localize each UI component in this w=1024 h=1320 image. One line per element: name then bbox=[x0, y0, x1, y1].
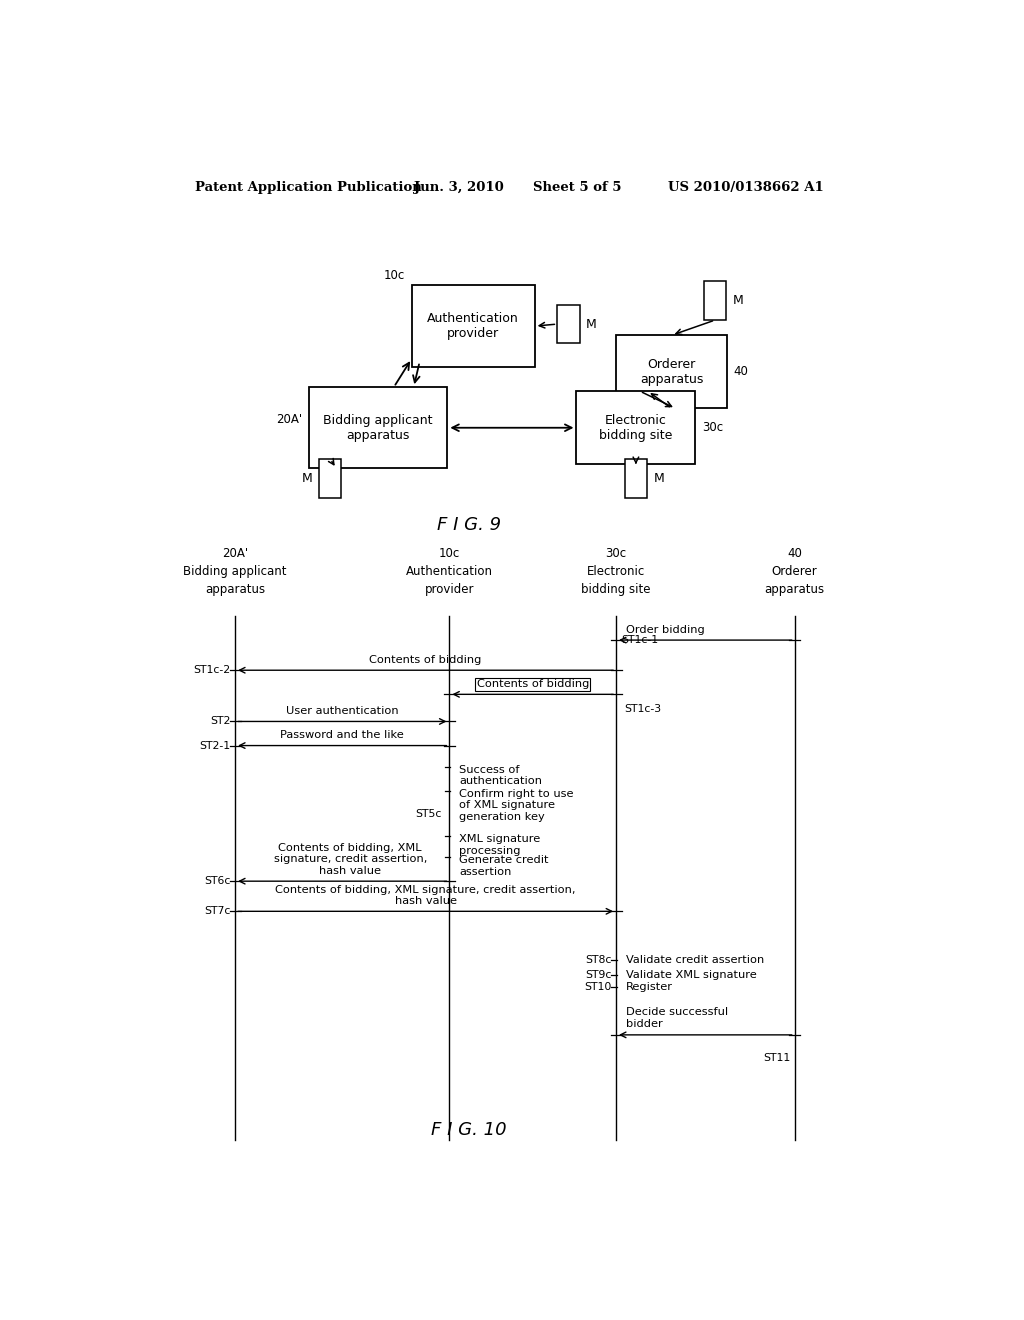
Text: Bidding applicant
apparatus: Bidding applicant apparatus bbox=[324, 413, 433, 442]
Text: Authentication: Authentication bbox=[406, 565, 493, 578]
Text: Validate XML signature: Validate XML signature bbox=[626, 970, 757, 979]
Text: 10c: 10c bbox=[438, 546, 460, 560]
Bar bbox=[557, 305, 580, 343]
Bar bbox=[616, 335, 727, 408]
Text: Decide successful
bidder: Decide successful bidder bbox=[626, 1007, 728, 1028]
Text: Contents of bidding, XML
signature, credit assertion,
hash value: Contents of bidding, XML signature, cred… bbox=[273, 843, 427, 876]
Text: ST1c-2: ST1c-2 bbox=[194, 665, 230, 676]
Text: XML signature
processing: XML signature processing bbox=[459, 834, 541, 855]
Text: 20A': 20A' bbox=[276, 413, 302, 426]
Text: Password and the like: Password and the like bbox=[281, 730, 404, 741]
Text: apparatus: apparatus bbox=[765, 583, 824, 597]
Text: Orderer
apparatus: Orderer apparatus bbox=[640, 358, 703, 385]
Text: 40: 40 bbox=[733, 366, 749, 379]
Text: User authentication: User authentication bbox=[286, 706, 398, 717]
Text: Bidding applicant: Bidding applicant bbox=[183, 565, 287, 578]
Text: Contents of bidding, XML signature, credit assertion,
hash value: Contents of bidding, XML signature, cred… bbox=[275, 884, 575, 907]
Text: 20A': 20A' bbox=[222, 546, 248, 560]
Text: ST10: ST10 bbox=[584, 982, 611, 991]
Text: 30c: 30c bbox=[701, 421, 723, 434]
Text: US 2010/0138662 A1: US 2010/0138662 A1 bbox=[668, 181, 823, 194]
Text: provider: provider bbox=[425, 583, 474, 597]
Text: F I G. 10: F I G. 10 bbox=[431, 1121, 507, 1139]
Text: ST2: ST2 bbox=[210, 717, 230, 726]
Text: Electronic: Electronic bbox=[587, 565, 645, 578]
Bar bbox=[577, 391, 695, 465]
Text: apparatus: apparatus bbox=[205, 583, 265, 597]
Bar bbox=[705, 281, 726, 319]
Text: Authentication
provider: Authentication provider bbox=[427, 312, 519, 341]
Bar bbox=[308, 387, 447, 469]
Text: ST11: ST11 bbox=[764, 1053, 791, 1063]
Text: ST1c-1: ST1c-1 bbox=[621, 635, 658, 645]
Text: 40: 40 bbox=[787, 546, 802, 560]
Text: Patent Application Publication: Patent Application Publication bbox=[196, 181, 422, 194]
Text: Contents of bidding: Contents of bidding bbox=[476, 680, 589, 689]
Text: Order bidding: Order bidding bbox=[626, 624, 705, 635]
Text: ST7c: ST7c bbox=[204, 907, 230, 916]
Bar bbox=[319, 459, 341, 498]
Text: ST5c: ST5c bbox=[415, 809, 441, 818]
Text: Sheet 5 of 5: Sheet 5 of 5 bbox=[532, 181, 622, 194]
Text: M: M bbox=[733, 294, 743, 308]
Text: Contents of bidding: Contents of bidding bbox=[370, 655, 481, 665]
Text: Electronic
bidding site: Electronic bidding site bbox=[599, 413, 673, 442]
Text: Register: Register bbox=[626, 982, 673, 991]
Bar bbox=[625, 459, 647, 498]
Text: 10c: 10c bbox=[384, 269, 406, 282]
Bar bbox=[412, 285, 535, 367]
Text: bidding site: bidding site bbox=[582, 583, 651, 597]
Text: F I G. 9: F I G. 9 bbox=[437, 516, 502, 535]
Text: Generate credit
assertion: Generate credit assertion bbox=[459, 855, 549, 876]
Text: Validate credit assertion: Validate credit assertion bbox=[626, 954, 764, 965]
Text: ST8c: ST8c bbox=[585, 954, 611, 965]
Text: ST1c-3: ST1c-3 bbox=[624, 704, 662, 714]
Text: M: M bbox=[653, 473, 665, 484]
Text: M: M bbox=[302, 473, 313, 484]
Text: Success of
authentication: Success of authentication bbox=[459, 764, 542, 787]
Text: Orderer: Orderer bbox=[772, 565, 817, 578]
Text: ST6c: ST6c bbox=[204, 876, 230, 886]
Text: 30c: 30c bbox=[605, 546, 627, 560]
Text: Jun. 3, 2010: Jun. 3, 2010 bbox=[414, 181, 504, 194]
Text: ST2-1: ST2-1 bbox=[200, 741, 230, 751]
Text: ST9c: ST9c bbox=[585, 970, 611, 979]
Text: M: M bbox=[586, 318, 597, 330]
Text: Confirm right to use
of XML signature
generation key: Confirm right to use of XML signature ge… bbox=[459, 789, 573, 822]
